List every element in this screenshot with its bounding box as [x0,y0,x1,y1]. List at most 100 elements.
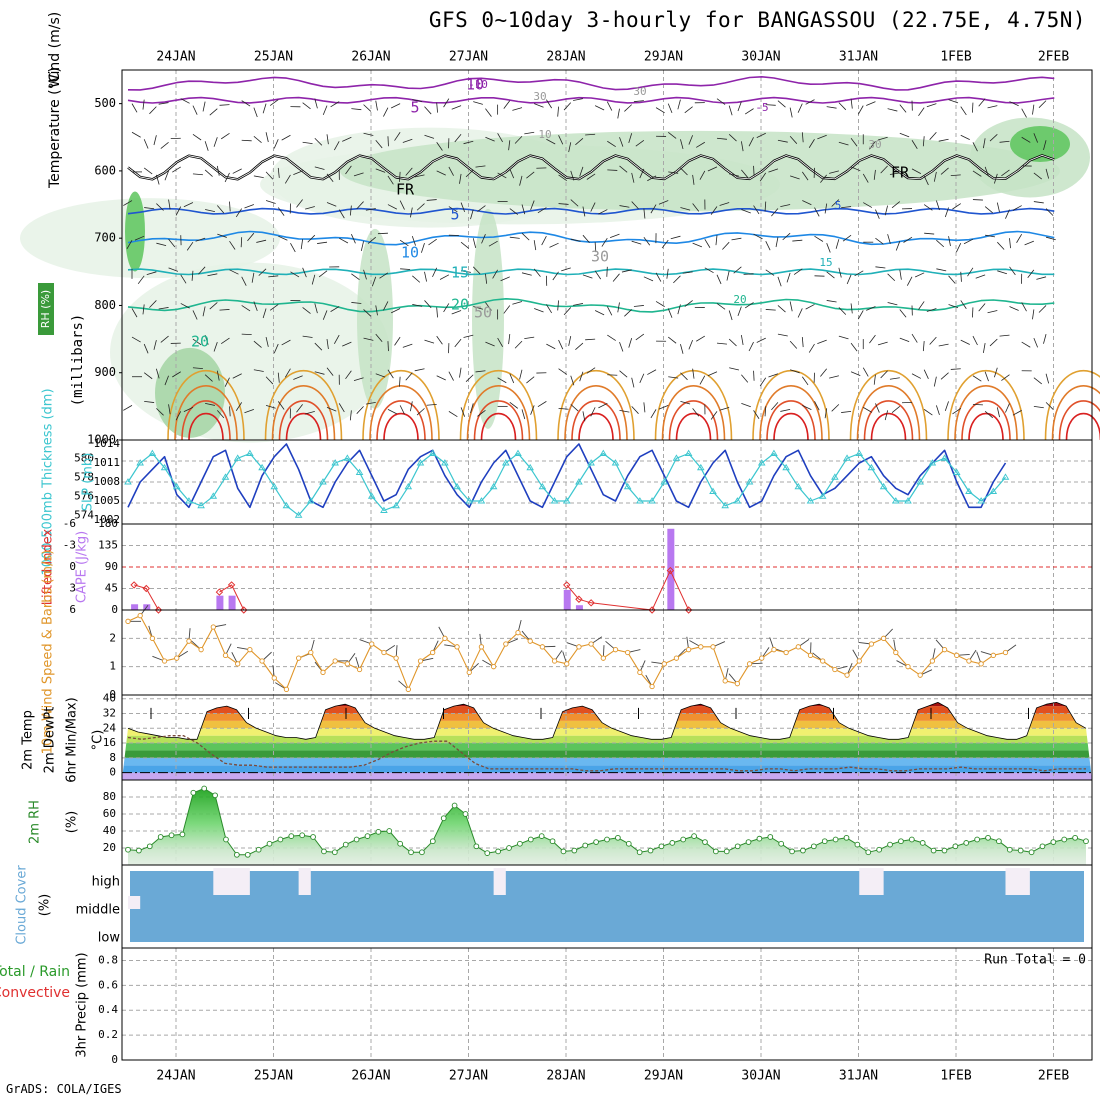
wind-barb [1009,266,1016,276]
wind-barb [887,234,891,244]
wind-barb [131,131,141,138]
wind-barb [1012,205,1022,211]
lifted-index-marker [575,595,583,603]
wind-barb [926,308,937,312]
wind-barb [475,165,486,168]
wind-barb [153,135,157,146]
wind-barb [619,409,630,413]
wind-barb [273,343,279,354]
temp-tick-label: 16 [103,736,116,749]
wind-barb [192,105,198,115]
wind-barb [143,372,153,380]
wind-barb [875,209,880,219]
rh-marker [963,840,970,846]
warm-contour [473,400,524,441]
thickness-marker [550,497,559,504]
wind-barb [477,205,486,212]
wind-barb [443,98,450,108]
warm-contour [870,412,907,441]
wind-barb [399,376,401,387]
wind-barb [411,236,416,246]
wind-barb [850,98,853,109]
wind10m-line [127,615,1006,690]
wind-barb [1009,306,1019,311]
wind-barb [808,139,815,148]
wind-barb [835,239,840,249]
wind-barb [838,141,849,146]
bottom-date-label: 2FEB [1038,1069,1069,1084]
warm-contour [849,370,928,441]
thickness-marker [380,506,388,513]
warm-contour [167,370,245,441]
contour-label: -10 [468,78,488,91]
wind-barb [143,139,149,149]
wind-barb [459,367,462,378]
wind-barb [143,343,149,354]
wind-barb [1045,168,1050,179]
wind-barb [777,333,788,337]
wind-barb [801,132,804,143]
thickness-marker [757,459,766,466]
wind-barb [241,100,251,107]
wind-barb [887,108,898,112]
wind-barb [412,304,423,307]
wind-barb [405,167,413,176]
thickness-marker [587,459,595,466]
wind-barb [537,207,547,214]
slp-tick-label: 1011 [94,456,121,469]
wind-barb [229,201,231,212]
thickness-marker [904,497,912,504]
wind-barb [873,374,876,385]
contour-label: 15 [819,256,832,269]
warm-contour [571,400,621,441]
top-date-label: 25JAN [254,50,293,65]
contour-label: 50 [474,304,492,322]
wind-barb [217,233,227,238]
wind-barb [326,202,337,207]
wind-barb [647,175,657,182]
rh-marker [1006,846,1013,853]
wind-barb [922,341,925,352]
wind-barb [1001,169,1010,177]
wind-barb [741,209,751,214]
rh-marker [745,839,752,845]
wind-barb [363,309,372,317]
thickness-marker [562,497,571,504]
rh-marker [582,842,589,849]
rh-tick-label: 80 [103,790,116,803]
wind-barb [265,132,269,143]
thickness-marker [502,459,510,466]
thickness-line [127,452,1006,516]
wind-barb [277,372,280,383]
wind-barb [655,301,665,307]
wind-barb [558,174,567,181]
wind-barb [451,105,462,110]
wind-barb [412,99,423,102]
wind-barb [175,411,182,421]
wind10m-marker [149,635,156,641]
wind-barb [841,410,852,413]
warm-contour [369,385,433,441]
wind10m-marker [1002,649,1009,656]
wind-barb [426,199,437,201]
warm-contour [480,412,517,441]
rh-marker [593,839,599,845]
rh-marker [342,841,349,848]
wind-barb [1033,405,1044,409]
wind-barb [826,271,835,279]
wind-barb [838,267,842,278]
rh-marker [451,802,458,809]
rh-marker [691,833,697,839]
wind-barb [330,306,340,312]
wind-barb [512,301,523,305]
temp-band [122,735,1092,744]
wind-barb [628,337,633,348]
wind-barb [756,132,766,139]
thickness-marker [453,482,461,490]
wind-barb [575,137,584,146]
thickness-marker [611,459,620,466]
wind-barb [158,307,169,310]
top-date-label: 27JAN [449,50,488,65]
wind10m-marker [746,661,753,667]
run-total-label: Run Total = 0 [984,953,1086,968]
